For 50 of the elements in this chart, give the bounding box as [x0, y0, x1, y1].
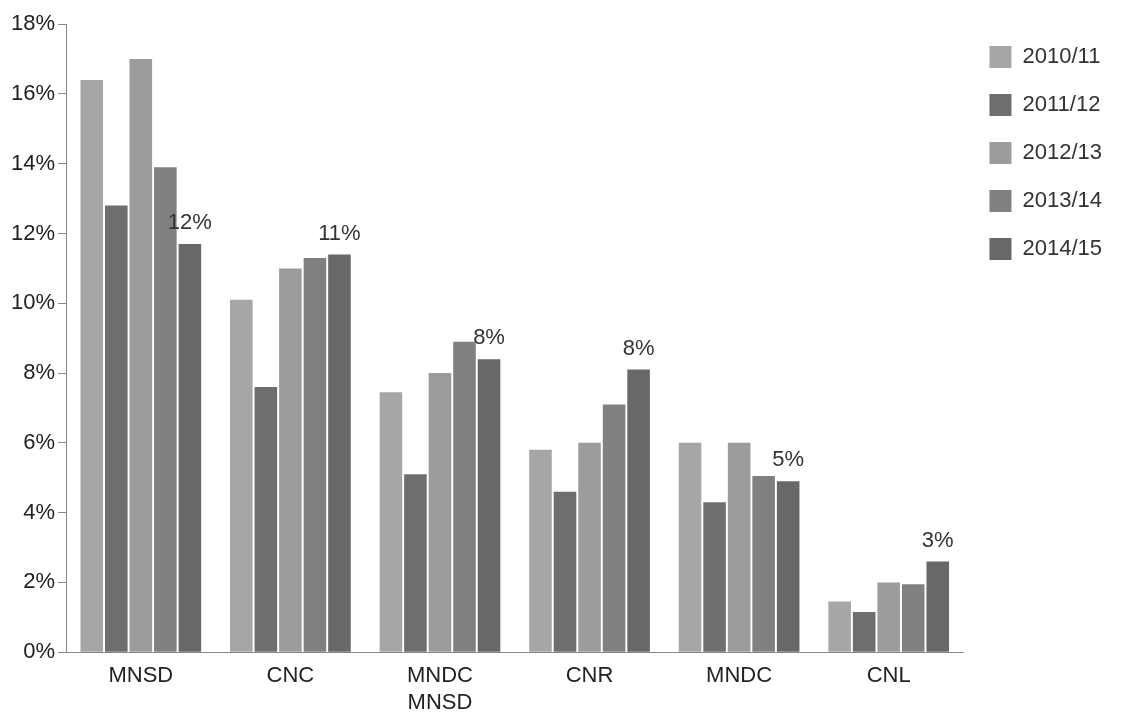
legend-label: 2011/12	[1022, 91, 1101, 117]
bar	[776, 481, 800, 652]
data-label: 5%	[772, 446, 805, 472]
x-tick-label: CNL	[866, 662, 911, 688]
bar	[129, 59, 153, 652]
y-tick-label: 8%	[23, 359, 56, 385]
bar	[230, 299, 253, 652]
bar	[926, 561, 950, 652]
data-label: 8%	[473, 324, 505, 350]
y-tick-label: 10%	[10, 289, 56, 315]
bar	[877, 582, 900, 652]
bar	[578, 442, 601, 652]
x-tick-label: MNSD	[108, 662, 174, 688]
bar	[328, 254, 351, 652]
y-tick-label: 14%	[10, 149, 56, 175]
y-tick-label: 6%	[23, 428, 56, 454]
bar	[477, 359, 501, 652]
y-tick-label: 16%	[10, 80, 56, 106]
bar	[553, 491, 577, 652]
x-tick-label: MNDC	[706, 662, 773, 688]
bar	[254, 387, 278, 652]
y-tick-label: 12%	[10, 219, 56, 245]
legend-label: 2010/11	[1022, 43, 1101, 69]
bar	[105, 205, 128, 652]
bar	[678, 442, 702, 652]
data-label: 11%	[318, 219, 361, 245]
bar	[727, 442, 751, 652]
y-tick-label: 4%	[23, 498, 56, 524]
legend-label: 2013/14	[1022, 187, 1103, 213]
data-label: 8%	[622, 334, 655, 360]
bar	[627, 369, 650, 652]
legend-label: 2012/13	[1022, 139, 1103, 165]
bar	[428, 373, 452, 652]
bar	[828, 601, 851, 652]
x-tick-label: CNR	[565, 662, 614, 688]
bar	[703, 502, 726, 652]
bar	[404, 474, 427, 652]
bar	[852, 612, 876, 652]
x-tick-label: CNC	[266, 662, 315, 688]
bar	[379, 392, 403, 652]
bar	[279, 268, 302, 652]
bar	[529, 449, 552, 652]
bar	[80, 80, 104, 652]
legend-label: 2014/15	[1022, 235, 1103, 261]
data-label: 3%	[921, 526, 954, 552]
y-tick-label: 18%	[10, 10, 56, 36]
x-tick-label: MNDC MNSD	[406, 662, 474, 714]
y-tick-label: 0%	[23, 638, 56, 664]
y-tick-label: 2%	[23, 568, 56, 594]
bar	[178, 244, 202, 652]
